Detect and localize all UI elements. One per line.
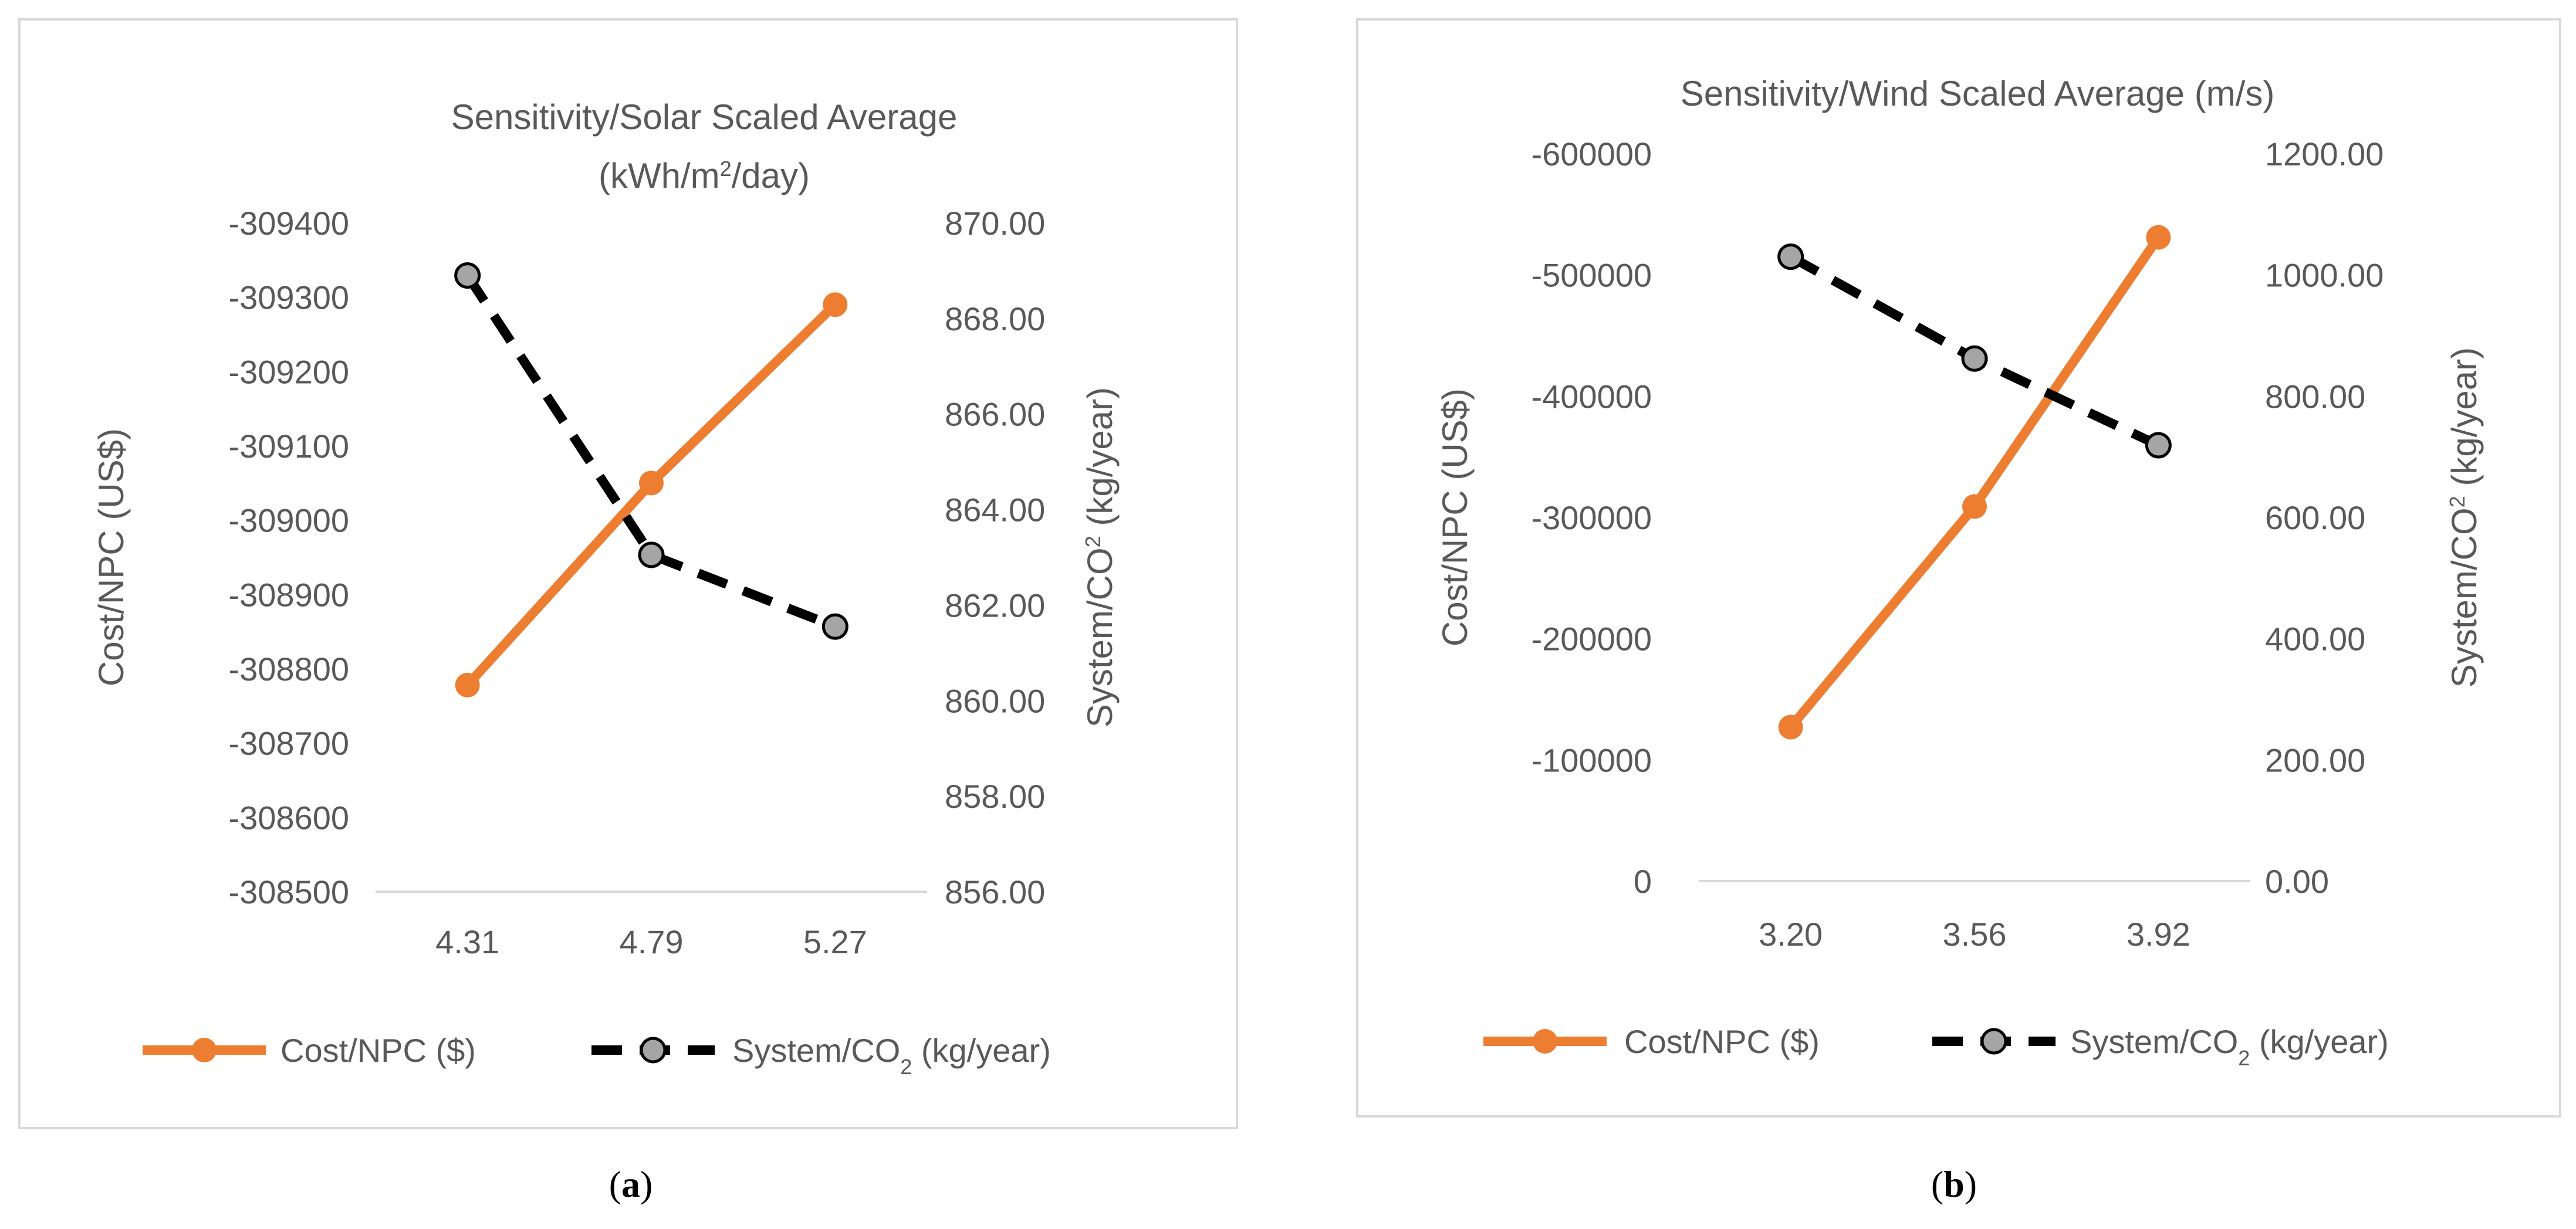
- chart-b-system-co2-point: [2145, 432, 2172, 459]
- chart-b-panel-close: ): [1965, 1163, 1977, 1205]
- chart-b-y1-tick-label: -600000: [1531, 136, 1652, 172]
- chart-a-y2-tick-label: 868.00: [945, 300, 1045, 337]
- chart-b-legend-co2-label-part-0: System/CO: [2070, 1023, 2238, 1060]
- chart-b-y2-tick-label: 1200.00: [2265, 136, 2384, 172]
- chart-b-legend-cost-label-part-0: Cost/NPC ($): [1624, 1023, 1820, 1060]
- chart-a-system-co2-series-line: [464, 273, 837, 631]
- chart-a-y1-tick-label: -308900: [228, 576, 349, 613]
- chart-b-panel-label: (b): [1931, 1163, 1977, 1205]
- chart-b-legend-cost-label: Cost/NPC ($): [1624, 1023, 1820, 1060]
- chart-b-cost-npc-point: [1962, 494, 1987, 519]
- chart-b-cost-npc-point: [1778, 715, 1803, 740]
- chart-a-cost-npc-point: [639, 470, 664, 496]
- chart-b-y2-tick-label: 1000.00: [2265, 257, 2384, 294]
- chart-a-title-unit: (kWh/m2/day): [599, 156, 810, 195]
- chart-a-y1-tick-label: -308800: [228, 651, 349, 688]
- chart-a-system-co2-point: [822, 613, 848, 640]
- chart-b-system-co2-point: [1777, 243, 1804, 270]
- chart-a-legend-co2-marker: [640, 1037, 667, 1064]
- chart-a-y2-tick-label: 856.00: [945, 873, 1045, 910]
- chart-b-legend-co2-marker: [1980, 1028, 2007, 1055]
- chart-a-y1-tick-label: -309100: [228, 428, 349, 465]
- chart-b-legend-co2-label-part-2: (kg/year): [2250, 1023, 2389, 1060]
- chart-a-y1-axis-title: Cost/NPC (US$): [92, 428, 131, 686]
- chart-a-legend-cost-label: Cost/NPC ($): [280, 1032, 476, 1069]
- chart-a-y1-tick-label: -308700: [228, 725, 349, 762]
- chart-b-y2-tick-label: 400.00: [2265, 621, 2365, 658]
- chart-a-y2-axis-title-part-0: System/CO: [1080, 547, 1120, 727]
- chart-b-y2-axis-title-part-2: (kg/year): [2445, 347, 2484, 496]
- chart-a-y2-tick-label: 864.00: [945, 492, 1045, 529]
- chart-b-panel-open: (: [1931, 1163, 1943, 1205]
- chart-a-system-co2-point: [454, 262, 481, 289]
- chart-a-legend-cost-marker: [192, 1038, 217, 1062]
- chart-b-y1-axis-title: Cost/NPC (US$): [1435, 388, 1475, 646]
- chart-a-panel-label: (a): [609, 1163, 653, 1205]
- chart-b-y2-tick-label: 0.00: [2265, 863, 2329, 900]
- chart-b-title: Sensitivity/Wind Scaled Average (m/s): [1681, 74, 2275, 113]
- chart-a-x-tick-label: 5.27: [803, 923, 867, 960]
- chart-b-y1-tick-label: -500000: [1531, 257, 1652, 294]
- chart-b-y1-tick-label: -400000: [1531, 378, 1652, 415]
- chart-b-y2-axis-title-part-0: System/CO: [2445, 507, 2484, 688]
- chart-a-y2-axis-title-part-1: 2: [1081, 536, 1105, 547]
- chart-b-y1-tick-label: -200000: [1531, 621, 1652, 658]
- chart-b-y2-tick-label: 200.00: [2265, 742, 2365, 778]
- chart-a-title-unit-part-2: /day): [732, 156, 810, 195]
- chart-a-y1-tick-label: -309000: [228, 502, 349, 539]
- chart-a-y1-tick-label: -309200: [228, 353, 349, 390]
- chart-a-legend-co2-label-part-1: 2: [900, 1055, 912, 1079]
- chart-a-title-unit-part-0: (kWh/m: [599, 156, 720, 195]
- chart-a-y2-tick-label: 862.00: [945, 587, 1045, 624]
- chart-a-cost-npc-point: [455, 672, 480, 698]
- chart-a-title-unit-part-1: 2: [720, 157, 732, 181]
- chart-a-legend-co2-label-part-0: System/CO: [732, 1032, 900, 1069]
- chart-a-y2-axis-title: System/CO2 (kg/year): [1080, 387, 1120, 727]
- chart-a-y1-tick-label: -309300: [228, 279, 349, 316]
- chart-b-x-tick-label: 3.20: [1759, 916, 1823, 953]
- chart-b-frame: [1356, 18, 2561, 1118]
- chart-a-y2-tick-label: 866.00: [945, 396, 1045, 433]
- chart-a-y2-tick-label: 858.00: [945, 778, 1045, 815]
- chart-a-y1-tick-label: -308500: [228, 873, 349, 910]
- chart-a-panel-open: (: [609, 1163, 621, 1205]
- chart-a-system-co2-point: [638, 541, 665, 568]
- chart-b-y1-tick-label: -300000: [1531, 499, 1652, 536]
- chart-a-legend-co2-label-part-2: (kg/year): [912, 1032, 1051, 1069]
- chart-a-y1-tick-label: -308600: [228, 799, 349, 836]
- chart-a-title: Sensitivity/Solar Scaled Average: [451, 97, 958, 137]
- chart-b-legend-co2-label-part-1: 2: [2238, 1046, 2250, 1070]
- chart-a-x-tick-label: 4.31: [435, 923, 499, 960]
- chart-a-y2-tick-label: 860.00: [945, 682, 1045, 719]
- chart-b-legend-co2-label: System/CO2 (kg/year): [2070, 1023, 2389, 1070]
- chart-a-frame: [18, 18, 1238, 1129]
- chart-b-panel-letter: b: [1943, 1163, 1965, 1205]
- chart-a-legend-cost-label-part-0: Cost/NPC ($): [280, 1032, 476, 1069]
- chart-b-x-tick-label: 3.56: [1943, 916, 2007, 953]
- chart-a-x-tick-label: 4.79: [620, 923, 684, 960]
- chart-a-y1-tick-label: -309400: [228, 205, 349, 242]
- chart-a-y2-axis-title-part-2: (kg/year): [1080, 387, 1120, 536]
- chart-a-legend-co2-label: System/CO2 (kg/year): [732, 1032, 1051, 1079]
- chart-b-y2-axis-title: System/CO2 (kg/year): [2445, 347, 2484, 688]
- chart-b-y2-tick-label: 600.00: [2265, 499, 2365, 536]
- chart-a-y2-tick-label: 870.00: [945, 205, 1045, 242]
- chart-b: Sensitivity/Wind Scaled Average (m/s) -60…: [1435, 74, 2484, 1070]
- chart-b-y2-axis-title-part-1: 2: [2445, 496, 2469, 507]
- chart-b-y1-tick-label: -100000: [1531, 742, 1652, 778]
- chart-b-system-co2-point: [1961, 345, 1988, 372]
- chart-b-cost-npc-point: [2146, 225, 2171, 250]
- chart-a: Sensitivity/Solar Scaled Average(kWh/m2/…: [92, 97, 1120, 1079]
- chart-b-legend-cost-marker: [1533, 1029, 1557, 1054]
- chart-a-panel-close: ): [640, 1163, 653, 1205]
- chart-b-y2-tick-label: 800.00: [2265, 378, 2365, 415]
- chart-b-x-tick-label: 3.92: [2127, 916, 2190, 953]
- chart-a-cost-npc-point: [823, 292, 848, 317]
- chart-a-panel-letter: a: [621, 1163, 640, 1205]
- chart-b-y1-tick-label: 0: [1634, 863, 1652, 900]
